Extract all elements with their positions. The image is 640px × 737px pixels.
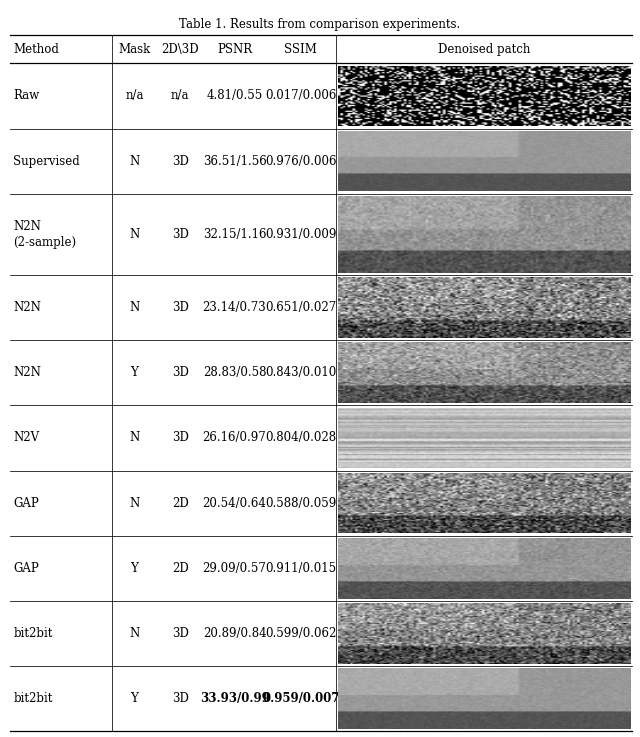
- Text: Y: Y: [131, 692, 138, 705]
- Text: 0.599/0.062: 0.599/0.062: [265, 627, 337, 640]
- Text: N: N: [129, 627, 140, 640]
- Text: N2V: N2V: [13, 431, 40, 444]
- Text: 0.911/0.015: 0.911/0.015: [265, 562, 337, 575]
- Text: N: N: [129, 301, 140, 314]
- Text: 0.931/0.009: 0.931/0.009: [265, 228, 337, 241]
- Text: Mask: Mask: [118, 43, 150, 56]
- Text: N: N: [129, 431, 140, 444]
- Text: n/a: n/a: [125, 89, 143, 102]
- Text: Y: Y: [131, 562, 138, 575]
- Text: bit2bit: bit2bit: [13, 692, 53, 705]
- Text: 3D: 3D: [172, 301, 189, 314]
- Text: 23.14/0.73: 23.14/0.73: [203, 301, 266, 314]
- Text: 2D: 2D: [172, 562, 189, 575]
- Text: 32.15/1.16: 32.15/1.16: [203, 228, 266, 241]
- Text: 29.09/0.57: 29.09/0.57: [203, 562, 266, 575]
- Text: bit2bit: bit2bit: [13, 627, 53, 640]
- Text: 20.54/0.64: 20.54/0.64: [203, 497, 266, 509]
- Text: SSIM: SSIM: [284, 43, 317, 56]
- Text: N: N: [129, 228, 140, 241]
- Text: 4.81/0.55: 4.81/0.55: [207, 89, 262, 102]
- Text: 3D: 3D: [172, 431, 189, 444]
- Text: n/a: n/a: [171, 89, 189, 102]
- Text: N: N: [129, 155, 140, 167]
- Text: 2D\3D: 2D\3D: [161, 43, 199, 56]
- Text: 3D: 3D: [172, 692, 189, 705]
- Text: 3D: 3D: [172, 627, 189, 640]
- Text: 3D: 3D: [172, 366, 189, 380]
- Text: GAP: GAP: [13, 562, 39, 575]
- Text: 0.843/0.010: 0.843/0.010: [265, 366, 337, 380]
- Text: Y: Y: [131, 366, 138, 380]
- Text: Raw: Raw: [13, 89, 40, 102]
- Text: 0.588/0.059: 0.588/0.059: [265, 497, 337, 509]
- Text: 36.51/1.56: 36.51/1.56: [203, 155, 266, 167]
- Text: 0.804/0.028: 0.804/0.028: [265, 431, 337, 444]
- Text: N2N: N2N: [13, 366, 42, 380]
- Text: 3D: 3D: [172, 155, 189, 167]
- Text: 0.651/0.027: 0.651/0.027: [265, 301, 337, 314]
- Text: GAP: GAP: [13, 497, 39, 509]
- Text: 2D: 2D: [172, 497, 189, 509]
- Text: 26.16/0.97: 26.16/0.97: [203, 431, 266, 444]
- Text: 33.93/0.99: 33.93/0.99: [200, 692, 269, 705]
- Text: N2N: N2N: [13, 301, 42, 314]
- Text: N: N: [129, 497, 140, 509]
- Text: Table 1. Results from comparison experiments.: Table 1. Results from comparison experim…: [179, 18, 461, 32]
- Text: 3D: 3D: [172, 228, 189, 241]
- Text: Method: Method: [13, 43, 60, 56]
- Text: Supervised: Supervised: [13, 155, 80, 167]
- Text: 28.83/0.58: 28.83/0.58: [203, 366, 266, 380]
- Text: 20.89/0.84: 20.89/0.84: [203, 627, 266, 640]
- Text: 0.976/0.006: 0.976/0.006: [265, 155, 337, 167]
- Text: 0.959/0.007: 0.959/0.007: [262, 692, 340, 705]
- Text: PSNR: PSNR: [217, 43, 252, 56]
- Text: N2N
(2-sample): N2N (2-sample): [13, 220, 77, 249]
- Text: 0.017/0.006: 0.017/0.006: [265, 89, 337, 102]
- Text: Denoised patch: Denoised patch: [438, 43, 531, 56]
